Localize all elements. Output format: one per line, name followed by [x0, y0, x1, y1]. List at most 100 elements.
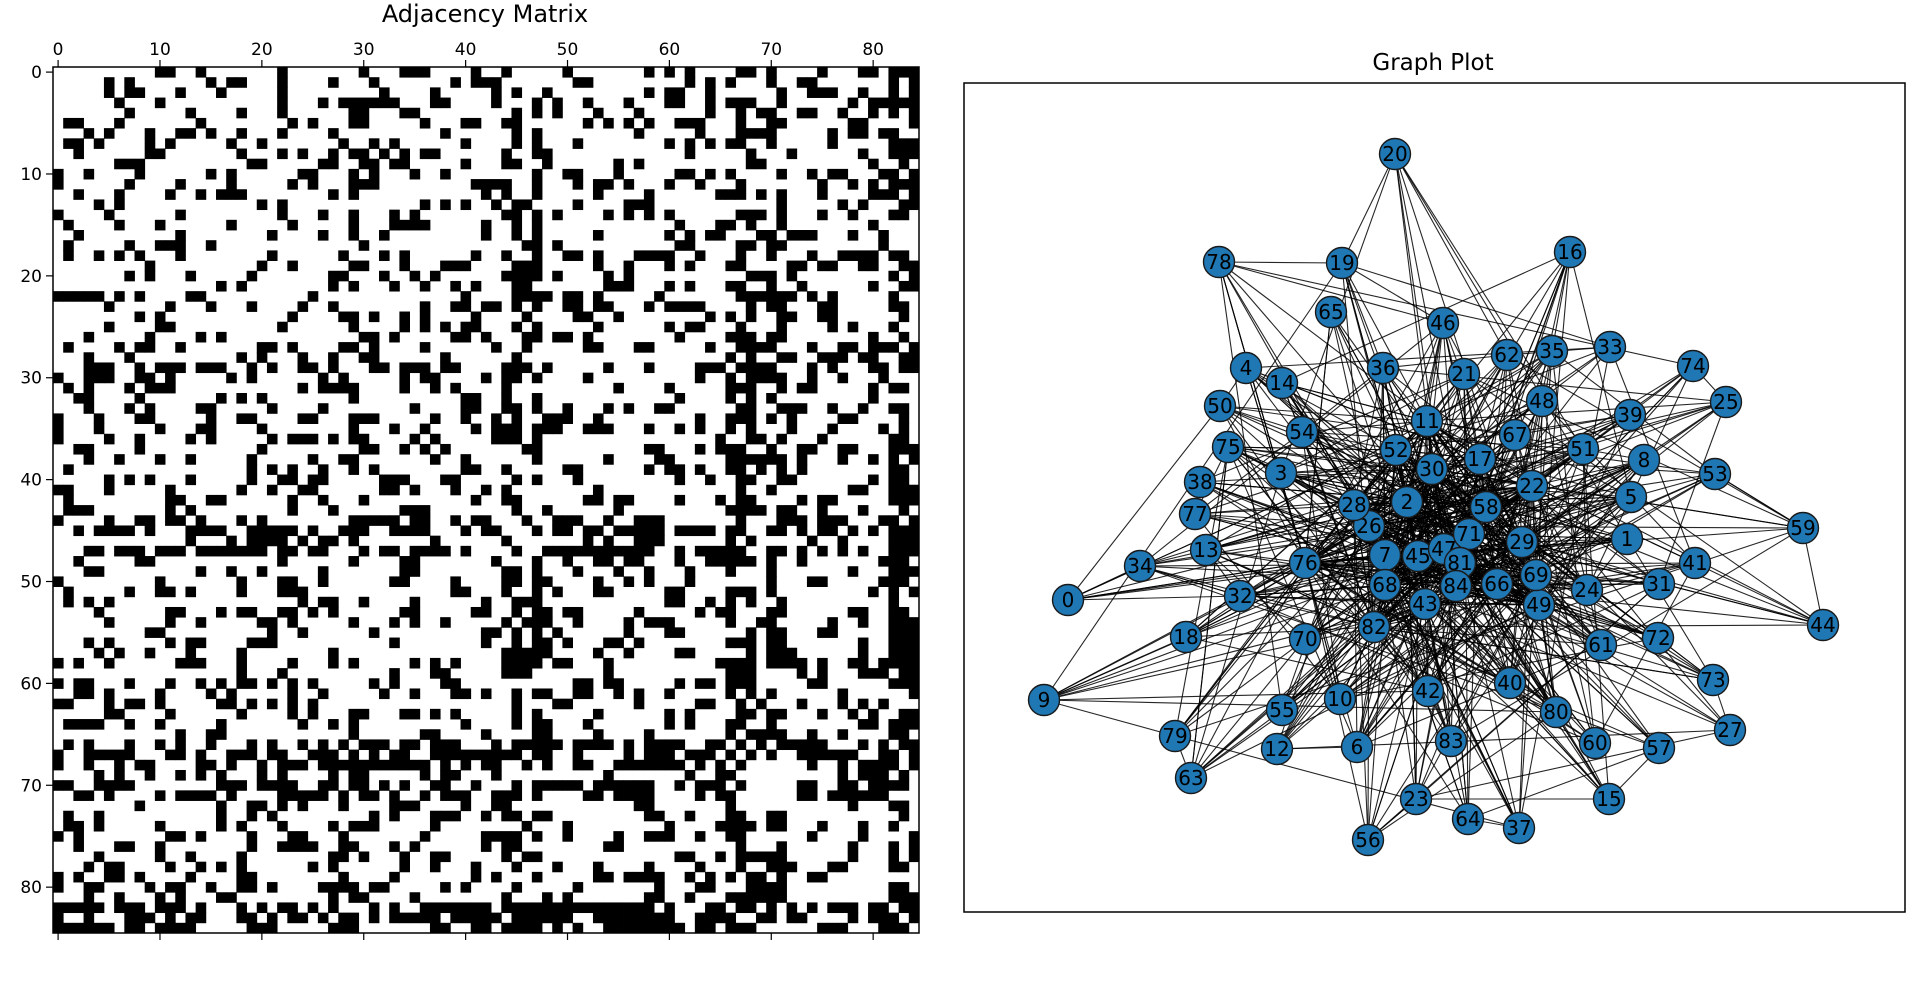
- matrix-y-tick-label: 80: [20, 878, 42, 898]
- matrix-cell: [868, 525, 879, 537]
- matrix-cell: [664, 586, 675, 598]
- matrix-cell: [307, 678, 319, 689]
- matrix-cell: [572, 749, 584, 761]
- matrix-cell: [450, 708, 461, 720]
- matrix-cell: [348, 280, 360, 292]
- matrix-cell: [266, 922, 278, 934]
- matrix-cell: [501, 566, 512, 577]
- matrix-cell: [776, 87, 787, 98]
- matrix-cell: [643, 515, 655, 526]
- matrix-cell: [766, 729, 777, 740]
- matrix-cell: [185, 270, 197, 282]
- matrix-cell: [898, 494, 910, 506]
- matrix-cell: [857, 352, 869, 363]
- matrix-cell: [287, 505, 298, 516]
- matrix-cell: [898, 769, 910, 781]
- matrix-cell: [735, 810, 747, 822]
- matrix-cell: [256, 545, 268, 557]
- matrix-cell: [124, 525, 135, 537]
- matrix-cell: [837, 729, 849, 740]
- matrix-cell: [908, 189, 920, 200]
- matrix-cell: [53, 698, 64, 710]
- matrix-cell: [633, 759, 645, 771]
- matrix-cell: [165, 708, 176, 720]
- matrix-cell: [419, 301, 431, 312]
- matrix-cell: [582, 678, 594, 689]
- matrix-cell: [705, 749, 716, 761]
- matrix-cell: [379, 230, 390, 241]
- matrix-cell: [694, 698, 706, 710]
- matrix-cell: [888, 291, 900, 302]
- matrix-cell: [776, 627, 787, 638]
- matrix-cell: [755, 505, 767, 516]
- matrix-cell: [358, 240, 370, 251]
- matrix-cell: [613, 382, 624, 394]
- matrix-cell: [409, 484, 421, 496]
- matrix-cell: [358, 759, 370, 771]
- matrix-cell: [287, 790, 298, 801]
- matrix-cell: [888, 820, 900, 832]
- matrix-cell: [73, 189, 84, 200]
- matrix-cell: [868, 179, 879, 190]
- matrix-y-tick-label: 70: [20, 776, 42, 796]
- matrix-cell: [888, 77, 900, 88]
- graph-node-label: 6: [1351, 735, 1364, 759]
- matrix-cell: [358, 179, 370, 190]
- matrix-cell: [236, 606, 247, 618]
- matrix-cell: [613, 912, 624, 924]
- matrix-cell: [531, 657, 543, 669]
- matrix-cell: [868, 250, 879, 261]
- matrix-cell: [277, 107, 288, 119]
- matrix-cell: [613, 841, 624, 852]
- matrix-cell: [368, 362, 380, 374]
- matrix-cell: [542, 362, 553, 374]
- matrix-cell: [898, 566, 910, 577]
- matrix-cell: [440, 260, 451, 272]
- graph-edge: [1367, 562, 1461, 841]
- matrix-cell: [501, 250, 512, 261]
- matrix-cell: [450, 810, 461, 822]
- matrix-cell: [613, 678, 624, 689]
- matrix-cell: [236, 393, 247, 404]
- matrix-cell: [531, 393, 543, 404]
- matrix-cell: [480, 331, 492, 343]
- matrix-cell: [725, 790, 737, 801]
- matrix-cell: [480, 729, 492, 740]
- matrix-cell: [705, 342, 716, 353]
- matrix-cell: [440, 922, 451, 934]
- matrix-cell: [898, 97, 910, 109]
- matrix-cell: [297, 148, 309, 160]
- matrix-cell: [684, 260, 696, 272]
- graph-node: 72: [1641, 621, 1675, 655]
- matrix-cell: [419, 790, 431, 801]
- matrix-cell: [837, 515, 849, 526]
- matrix-cell: [154, 67, 166, 78]
- matrix-cell: [154, 219, 166, 231]
- graph-edge: [1304, 562, 1469, 820]
- graph-edge: [1185, 636, 1429, 692]
- graph-edge: [1551, 350, 1596, 744]
- matrix-cell: [745, 331, 757, 343]
- graph-node: 17: [1463, 442, 1497, 476]
- matrix-cell: [643, 117, 655, 129]
- matrix-cell: [419, 342, 431, 353]
- graph-node-circle: [1288, 546, 1322, 580]
- matrix-cell: [83, 352, 95, 363]
- matrix-cell: [277, 902, 288, 914]
- matrix-cell: [542, 413, 553, 424]
- graph-edge: [1506, 354, 1804, 529]
- matrix-cell: [776, 168, 787, 180]
- matrix-cell: [144, 148, 156, 160]
- graph-node: 1: [1610, 522, 1644, 556]
- matrix-cell: [521, 759, 533, 771]
- matrix-cell: [134, 87, 146, 98]
- matrix-cell: [694, 250, 706, 261]
- matrix-cell: [501, 433, 512, 445]
- matrix-cell: [328, 892, 339, 903]
- graph-node-circle: [1806, 608, 1840, 642]
- matrix-cell: [643, 87, 655, 98]
- matrix-cell: [511, 107, 523, 119]
- matrix-cell: [368, 443, 380, 455]
- matrix-cell: [348, 393, 360, 404]
